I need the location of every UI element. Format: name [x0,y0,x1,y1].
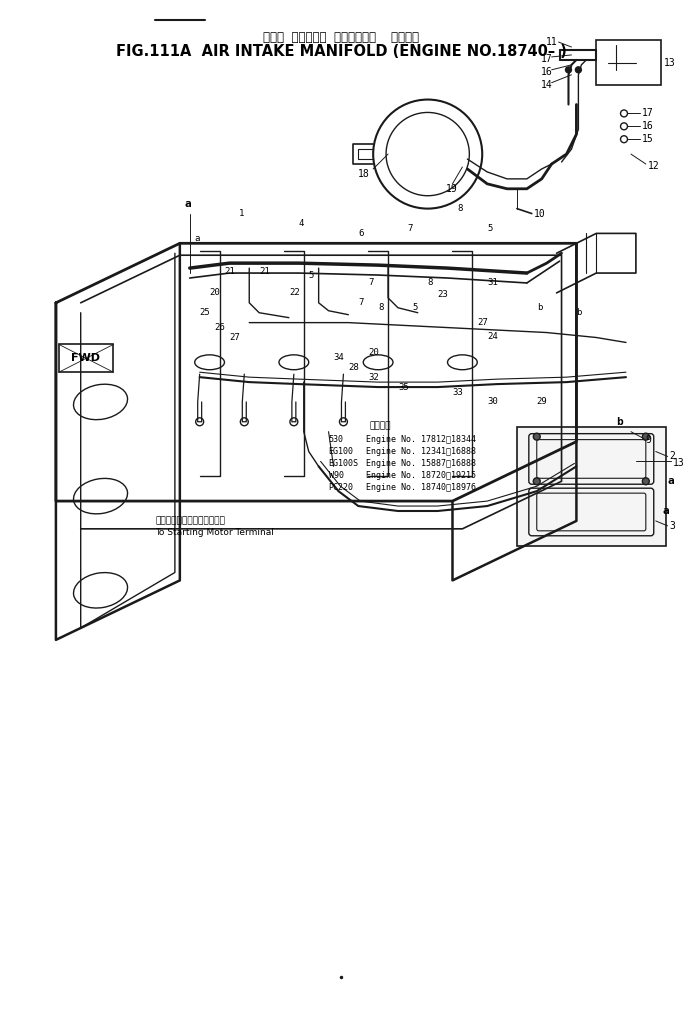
Circle shape [642,478,649,485]
Text: 18: 18 [358,168,370,179]
Text: a: a [185,199,191,208]
Text: a: a [195,234,200,243]
Text: 28: 28 [348,362,359,372]
Text: 1: 1 [239,209,245,218]
Text: 23: 23 [438,290,449,299]
Text: EG100: EG100 [329,447,353,456]
Text: FWD: FWD [71,353,100,363]
Text: 530: 530 [329,435,344,444]
Text: 33: 33 [453,388,463,396]
Text: 適用号機: 適用号機 [369,422,391,430]
Text: 3: 3 [670,521,676,531]
Text: 27: 27 [229,333,240,342]
Text: 17: 17 [541,54,552,64]
Text: 22: 22 [289,288,300,297]
Text: Engine No. 18720〒19215: Engine No. 18720〒19215 [366,471,476,480]
Text: b: b [576,308,582,318]
Circle shape [565,66,571,72]
Text: 17: 17 [642,108,654,118]
Text: 14: 14 [541,80,552,90]
Bar [596,40,661,85]
Text: 7: 7 [408,224,413,233]
Text: Engine No. 15887〒16888: Engine No. 15887〒16888 [366,458,476,468]
Text: エアー  インテーク  マニホールド    適用号機: エアー インテーク マニホールド 適用号機 [263,31,419,44]
Text: 8: 8 [458,204,463,213]
Text: 4: 4 [299,218,304,228]
Text: 13: 13 [672,458,685,469]
Bar [517,427,665,545]
Text: 13: 13 [663,58,676,67]
Text: 29: 29 [536,397,547,406]
Circle shape [533,478,541,485]
Text: FIG.111A  AIR INTAKE MANIFOLD (ENGINE NO.18740– ): FIG.111A AIR INTAKE MANIFOLD (ENGINE NO.… [116,45,567,59]
Text: W90: W90 [329,471,344,480]
Text: 9: 9 [646,435,652,444]
Text: PC220: PC220 [329,483,353,492]
Text: To Starting Motor Terminal: To Starting Motor Terminal [155,528,274,537]
Text: EG100S: EG100S [329,458,359,468]
Text: 20: 20 [368,348,379,357]
Text: a: a [663,506,670,516]
Text: 7: 7 [368,279,374,288]
Text: 16: 16 [541,66,552,77]
Text: Engine No. 12341〒16888: Engine No. 12341〒16888 [366,447,476,456]
Text: 5: 5 [487,224,493,233]
Text: 30: 30 [487,397,498,406]
Text: 31: 31 [487,279,498,288]
Text: 5: 5 [413,303,418,312]
Text: 16: 16 [642,121,654,132]
Text: b: b [536,303,542,312]
Text: 8: 8 [427,279,433,288]
Text: 25: 25 [200,308,211,318]
Circle shape [576,66,581,72]
Text: 26: 26 [215,323,225,332]
Text: 21: 21 [224,266,235,276]
Text: 2: 2 [670,451,676,461]
Text: 6: 6 [358,229,364,238]
Text: 34: 34 [333,353,344,361]
Text: 10: 10 [534,208,545,218]
Circle shape [533,433,541,440]
Text: 21: 21 [259,266,270,276]
Text: 15: 15 [642,134,654,144]
Text: 8: 8 [378,303,383,312]
Text: b: b [616,417,623,427]
Text: 12: 12 [648,161,659,171]
Bar [59,344,113,373]
Text: 5: 5 [309,271,314,280]
Circle shape [642,433,649,440]
Text: 19: 19 [445,184,458,194]
Text: 27: 27 [477,319,488,327]
Text: 35: 35 [398,383,409,392]
Text: 24: 24 [487,332,498,341]
Text: 20: 20 [210,288,220,297]
Text: Engine No. 17812〒18344: Engine No. 17812〒18344 [366,435,476,444]
Text: 32: 32 [368,373,379,382]
Text: 11: 11 [545,37,558,47]
Text: スターティングモータ端子へ: スターティングモータ端子へ [155,517,225,526]
Text: Engine No. 18740〒18976: Engine No. 18740〒18976 [366,483,476,492]
Text: 7: 7 [358,298,364,307]
Text: a: a [667,476,674,486]
